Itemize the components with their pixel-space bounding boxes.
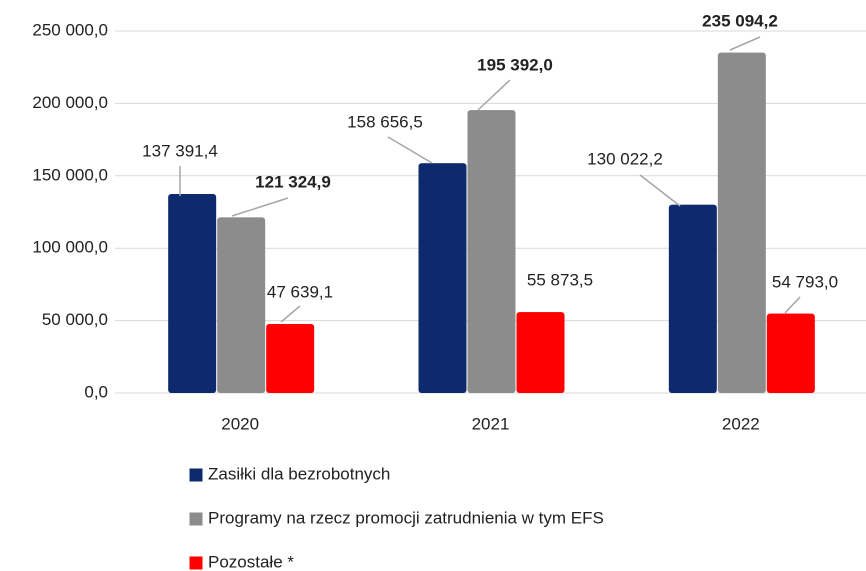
leader-line [387,136,433,164]
data-label: 235 094,2 [702,11,778,30]
bar-top [518,312,563,318]
bar [168,194,217,393]
y-tick-label: 200 000,0 [32,93,108,112]
data-label: 195 392,0 [477,55,553,74]
bar [266,324,315,393]
leader-line [280,305,301,323]
legend-label: Zasiłki dla bezrobotnych [208,464,390,483]
y-tick-label: 50 000,0 [42,310,108,329]
bar-top [420,163,465,169]
legend-label: Pozostałe * [208,552,294,571]
leader-line [231,197,289,217]
bar-top [768,313,813,319]
legend-swatch [189,556,203,570]
bar [766,313,815,393]
bar-top [170,194,215,200]
bar-top [219,217,264,223]
data-label: 121 324,9 [255,172,331,191]
data-label: 55 873,5 [527,270,593,289]
data-label: 47 639,1 [267,282,333,301]
bar [516,312,565,393]
bar [217,217,266,393]
bar-top [670,204,715,210]
bar [668,204,717,393]
legend-swatch [189,512,203,526]
y-tick-label: 250 000,0 [32,20,108,39]
x-tick-label: 2022 [722,414,760,433]
bar-top [719,52,764,58]
data-label: 130 022,2 [587,149,663,168]
data-label: 158 656,5 [347,112,423,131]
leader-line [639,174,681,207]
bar [467,110,516,393]
x-tick-label: 2021 [472,414,510,433]
y-tick-label: 150 000,0 [32,165,108,184]
bar-top [268,324,313,330]
leader-line [784,296,801,314]
legend-swatch [189,468,203,482]
y-tick-label: 100 000,0 [32,238,108,257]
bar [418,163,467,393]
y-tick-label: 0,0 [84,382,108,401]
data-label: 54 793,0 [772,272,838,291]
x-tick-label: 2020 [221,414,259,433]
leader-line [729,36,761,51]
legend-label: Programy na rzecz promocji zatrudnienia … [208,508,604,527]
bar-top [469,110,514,116]
leader-line [477,79,511,111]
bar [717,52,766,394]
data-label: 137 391,4 [142,141,218,160]
